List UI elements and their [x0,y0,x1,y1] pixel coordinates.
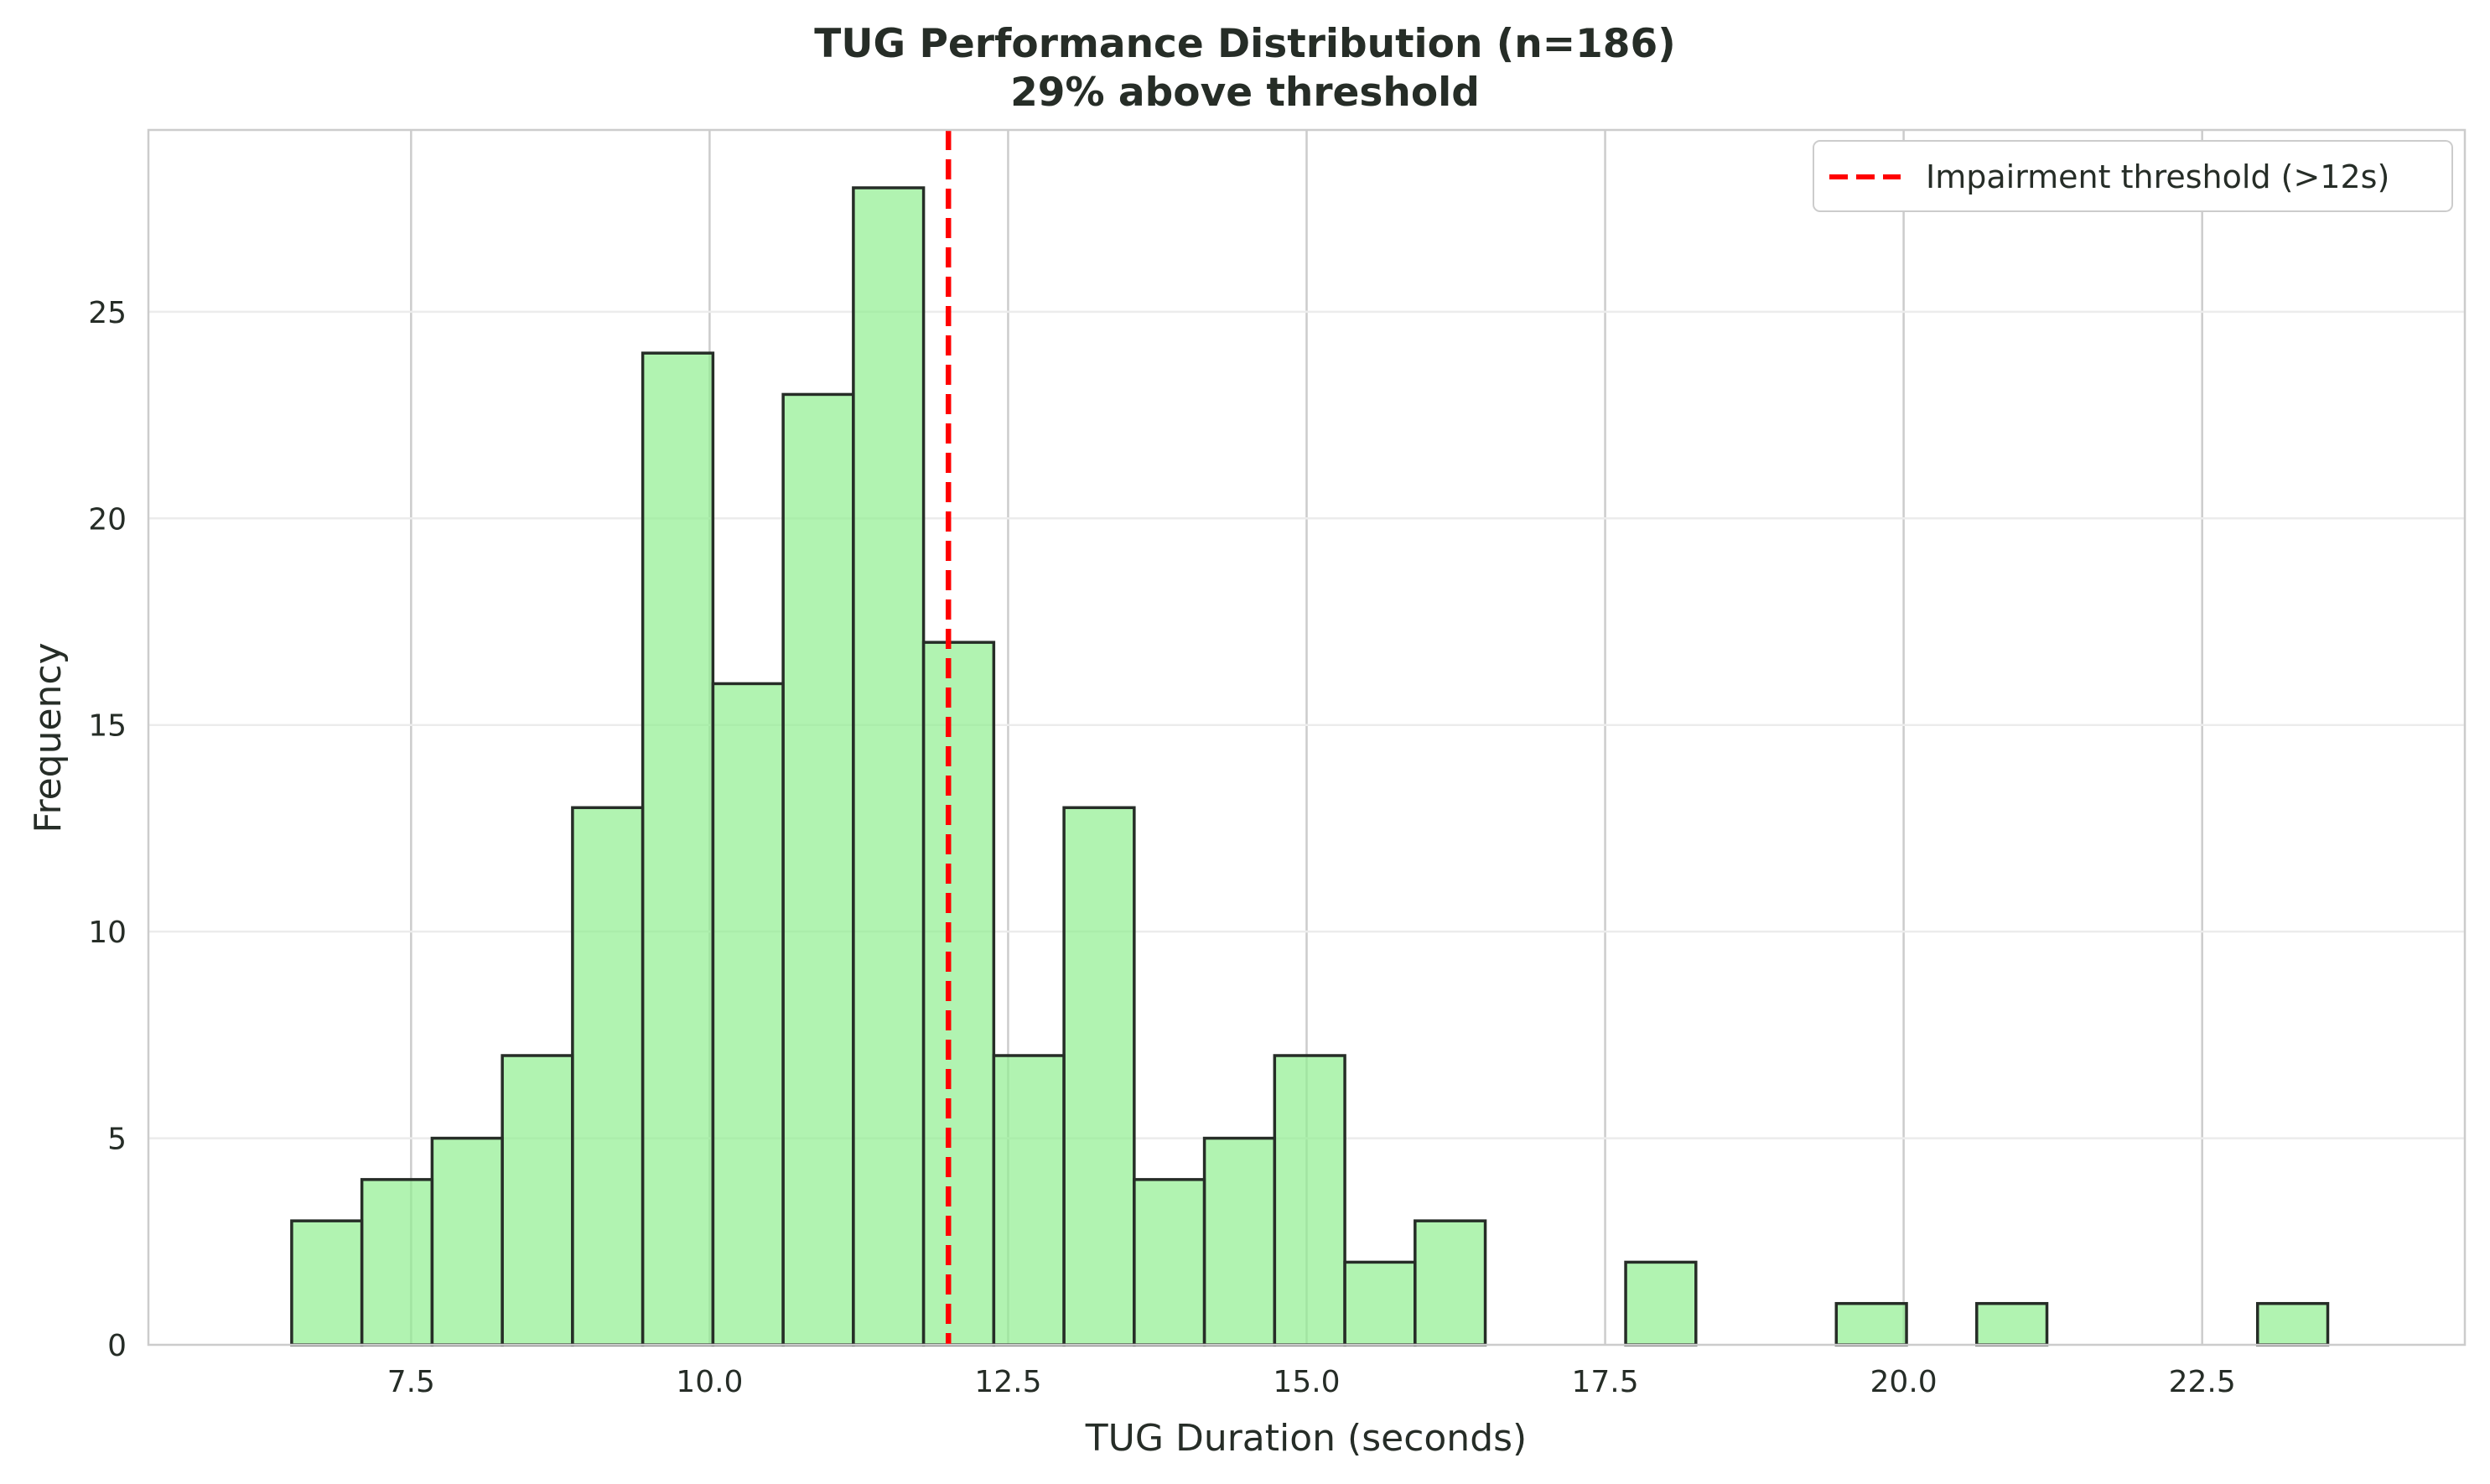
y-tick-label: 20 [88,502,127,537]
histogram-bar [1202,1136,1277,1346]
histogram-bar [571,806,645,1346]
y-tick-label: 10 [88,916,127,950]
x-axis-label: TUG Duration (seconds) [1085,1417,1527,1460]
x-tick-label: 12.5 [974,1365,1041,1399]
plot-frame [147,128,2467,1346]
histogram-bar [641,351,715,1346]
y-tick-label: 15 [88,709,127,744]
bars [290,186,2330,1346]
histogram-bar [2256,1301,2330,1346]
histogram-bar [360,1178,434,1346]
x-tick-label: 7.5 [387,1365,435,1399]
chart-title: TUG Performance Distribution (n=186) [814,21,1675,67]
histogram-bar [1834,1301,1908,1346]
histogram-bar [290,1219,364,1346]
histogram-bar [430,1136,504,1346]
histogram-bar [1343,1260,1417,1346]
y-axis-ticks: 0 5 10 15 20 25 [88,296,127,1363]
x-axis-ticks: 7.5 10.0 12.5 15.0 17.5 20.0 22.5 [387,1365,2236,1399]
y-tick-label: 25 [88,296,127,330]
histogram-bar [1273,1054,1346,1346]
legend: Impairment threshold (>12s) [1813,140,2453,212]
x-tick-label: 22.5 [2169,1365,2236,1399]
histogram-bar [1062,806,1136,1346]
histogram-bar [921,641,996,1346]
y-axis-label: Frequency [27,642,70,833]
histogram-bar [501,1054,574,1346]
histogram-bar [992,1054,1066,1346]
histogram-bar [1975,1301,2049,1346]
x-tick-label: 17.5 [1571,1365,1638,1399]
histogram-bar [781,392,855,1346]
histogram-bar [711,682,785,1346]
legend-box [1813,140,2453,212]
x-tick-label: 20.0 [1870,1365,1938,1399]
y-tick-label: 0 [107,1329,127,1363]
histogram-bar [852,186,926,1346]
histogram-bar [1133,1178,1206,1346]
chart-subtitle: 29% above threshold [1010,70,1480,116]
legend-threshold-label: Impairment threshold (>12s) [1926,158,2389,195]
y-tick-label: 5 [107,1123,127,1157]
x-tick-label: 15.0 [1273,1365,1340,1399]
histogram-bar [1414,1219,1487,1346]
histogram-bar [1624,1260,1698,1346]
x-tick-label: 10.0 [676,1365,743,1399]
